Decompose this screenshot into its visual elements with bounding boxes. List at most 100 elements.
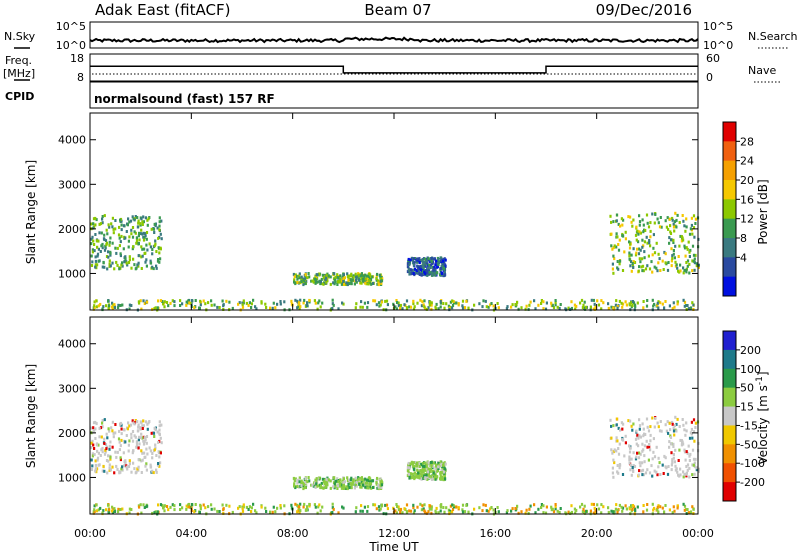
colorbar-tick-label: -200	[740, 476, 765, 489]
velocity-echo-cell	[296, 503, 299, 507]
velocity-echo-cell	[437, 467, 440, 471]
velocity-echo-cell	[613, 461, 616, 465]
velocity-echo-cell	[683, 508, 686, 512]
power-echo-cell	[90, 222, 93, 226]
velocity-echo-cell	[624, 441, 627, 445]
power-echo-cell	[636, 229, 639, 233]
power-echo-cell	[357, 272, 360, 276]
velocity-echo-cell	[552, 510, 556, 514]
velocity-echo-cell	[199, 507, 202, 511]
power-echo-cell	[134, 215, 137, 218]
velocity-echo-cell	[406, 469, 409, 473]
power-echo-cell	[137, 242, 140, 246]
velocity-echo-cell	[353, 486, 356, 490]
power-echo-cell	[676, 302, 679, 306]
freq-label-line1: Freq.	[5, 54, 32, 67]
velocity-echo-cell	[682, 470, 685, 474]
velocity-echo-cell	[142, 442, 146, 446]
velocity-echo-cell	[369, 482, 373, 486]
velocity-echo-cell	[671, 460, 674, 464]
power-echo-cell	[395, 299, 398, 302]
power-echo-cell	[98, 231, 101, 235]
power-echo-cell	[478, 302, 481, 306]
power-echo-cell	[683, 300, 687, 304]
velocity-echo-cell	[141, 427, 144, 430]
power-echo-cell	[520, 306, 523, 310]
velocity-echo-cell	[152, 431, 156, 435]
velocity-echo-cell	[670, 463, 673, 467]
velocity-echo-cell	[422, 470, 425, 474]
power-echo-cell	[570, 306, 573, 310]
power-echo-cell	[185, 300, 188, 304]
power-echo-cell	[633, 303, 637, 307]
velocity-echo-cell	[117, 510, 120, 514]
velocity-echo-cell	[636, 433, 639, 437]
power-echo-cell	[690, 223, 693, 227]
velocity-echo-cell	[342, 506, 345, 510]
y-tick-label: 4000	[58, 338, 86, 351]
velocity-echo-cell	[682, 502, 685, 506]
velocity-echo-cell	[423, 509, 426, 513]
power-echo-cell	[302, 283, 305, 287]
power-echo-cell	[682, 238, 685, 242]
velocity-echo-cell	[336, 487, 339, 490]
velocity-echo-cell	[138, 442, 141, 446]
power-echo-cell	[112, 303, 115, 307]
power-echo-cell	[361, 277, 364, 281]
velocity-echo-cell	[325, 484, 328, 488]
power-echo-cell	[397, 301, 400, 305]
velocity-echo-cell	[673, 433, 676, 437]
velocity-echo-cell	[683, 504, 687, 508]
power-echo-cell	[579, 301, 582, 305]
power-echo-cell	[365, 279, 368, 283]
velocity-echo-cell	[152, 471, 155, 475]
power-echo-cell	[669, 238, 673, 242]
power-echo-cell	[321, 273, 324, 277]
power-echo-cell	[124, 257, 127, 261]
power-echo-cell	[678, 244, 681, 248]
velocity-echo-cell	[655, 470, 658, 474]
power-echo-cell	[643, 256, 646, 260]
velocity-echo-cell	[120, 427, 123, 431]
velocity-echo-cell	[426, 470, 430, 474]
power-echo-cell	[451, 306, 454, 310]
velocity-echo-cell	[140, 449, 143, 453]
power-echo-cell	[187, 299, 190, 303]
power-echo-cell	[423, 270, 426, 274]
power-echo-cell	[143, 232, 146, 236]
velocity-echo-cell	[103, 418, 106, 422]
velocity-echo-cell	[128, 439, 131, 443]
power-echo-cell	[305, 304, 308, 307]
power-echo-cell	[304, 277, 307, 281]
power-echo-cell	[114, 227, 117, 231]
power-echo-cell	[600, 307, 603, 311]
power-echo-cell	[116, 263, 119, 267]
colorbar-swatch	[723, 368, 736, 389]
power-echo-cell	[631, 262, 634, 265]
velocity-echo-cell	[668, 445, 671, 449]
velocity-echo-cell	[306, 480, 309, 484]
power-echo-cell	[432, 267, 435, 271]
power-echo-cell	[113, 303, 116, 307]
velocity-echo-cell	[437, 465, 440, 469]
power-echo-cell	[621, 269, 625, 272]
velocity-echo-cell	[436, 469, 439, 473]
velocity-echo-cell	[461, 510, 465, 514]
velocity-echo-cell	[408, 509, 411, 513]
power-echo-cell	[457, 302, 460, 306]
velocity-echo-cell	[94, 469, 97, 473]
velocity-echo-cell	[102, 464, 105, 468]
power-echo-cell	[158, 220, 161, 224]
power-echo-cell	[364, 273, 367, 277]
velocity-echo-cell	[637, 473, 640, 477]
velocity-echo-cell	[570, 504, 573, 508]
velocity-echo-cell	[218, 510, 221, 513]
power-echo-cell	[664, 219, 667, 223]
freq-tick-top: 18	[70, 52, 84, 65]
power-echo-cell	[435, 302, 438, 306]
velocity-echo-cell	[443, 463, 446, 467]
velocity-echo-cell	[648, 443, 651, 446]
velocity-echo-cell	[360, 485, 363, 489]
velocity-echo-cell	[110, 509, 114, 513]
